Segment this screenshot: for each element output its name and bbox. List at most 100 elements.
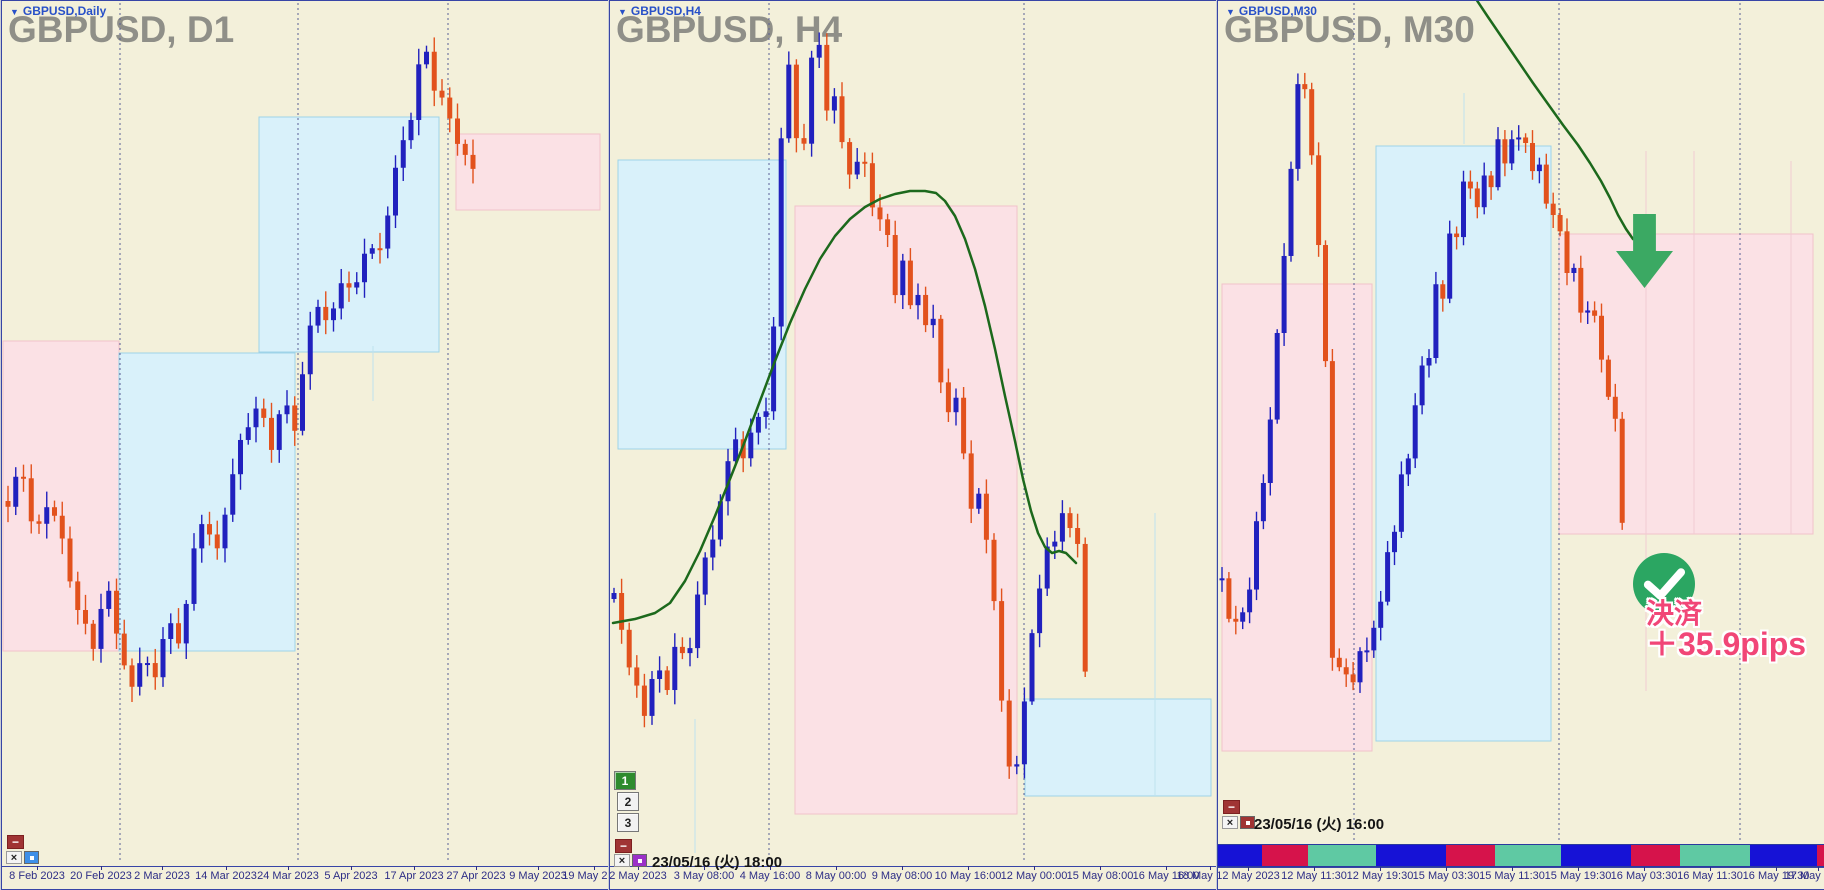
candle-body	[52, 507, 57, 516]
axis-tick	[1166, 866, 1167, 870]
chevron-down-icon[interactable]: ▼	[1226, 7, 1235, 17]
number-button-1[interactable]: 1	[614, 771, 636, 790]
indicator-color-box[interactable]	[632, 854, 647, 867]
candle-body	[695, 594, 701, 649]
moving-average-line	[611, 189, 1078, 625]
candle-body	[1021, 701, 1027, 765]
candle-body	[991, 539, 997, 602]
number-button-3[interactable]: 3	[617, 813, 639, 832]
success-check-svg	[1633, 553, 1695, 615]
indicator-color-box[interactable]	[24, 851, 39, 864]
close-button[interactable]: ×	[614, 854, 630, 867]
time-axis-label: 4 May 16:00	[739, 870, 801, 882]
minimize-button[interactable]: −	[1223, 800, 1240, 814]
candle-body	[470, 154, 476, 169]
supply-zone-rect	[2, 340, 120, 652]
candle-body	[75, 581, 81, 611]
candle-body	[1295, 84, 1301, 169]
candle-body	[1302, 84, 1308, 90]
axis-tick	[1446, 867, 1447, 871]
candle-body	[1447, 233, 1453, 299]
candle-body	[702, 557, 708, 595]
candle-body	[1605, 359, 1611, 397]
candle-body	[778, 138, 784, 327]
candle-body	[1474, 188, 1480, 208]
time-axis-line	[2, 866, 608, 867]
axis-tick	[1034, 866, 1035, 870]
supply-zone-rect	[1221, 283, 1373, 752]
candle-body	[214, 534, 220, 549]
demand-zone-rect	[617, 159, 787, 450]
candle-body	[121, 633, 127, 666]
candle-body	[847, 142, 853, 175]
minimize-button[interactable]: −	[615, 839, 632, 853]
candle-body	[687, 648, 693, 654]
candle-body	[1481, 175, 1487, 208]
close-button[interactable]: ×	[6, 851, 22, 864]
profit-label-line2: ＋35.9pips	[1646, 626, 1807, 663]
candle-body	[968, 453, 974, 509]
chart-window-h4[interactable]: GBPUSD, H4 ▼ GBPUSD,H4 2 May 2023 3 May 08:0…	[609, 0, 1217, 890]
time-axis-label: 16 May 11:30	[1677, 870, 1743, 882]
candle-body	[183, 603, 189, 644]
time-axis-line	[1218, 867, 1824, 868]
time-axis-line	[610, 866, 1216, 867]
candle-body	[1461, 181, 1466, 238]
candle-body	[230, 474, 236, 515]
candle-body	[892, 235, 898, 296]
close-button[interactable]: ×	[1222, 816, 1238, 829]
candle-body	[145, 663, 150, 666]
chevron-down-icon[interactable]: ▼	[618, 7, 627, 17]
indicator-color-box[interactable]	[1240, 816, 1255, 829]
candle-body	[114, 590, 119, 634]
candle-body	[1495, 139, 1501, 188]
chart-canvas-daily[interactable]	[2, 1, 608, 863]
candle-body	[1014, 764, 1020, 767]
candle-body	[1260, 483, 1266, 522]
candle-body	[1067, 513, 1073, 529]
session-strip-segment	[1262, 845, 1308, 866]
candle-body	[626, 629, 632, 668]
candle-body	[253, 408, 259, 428]
candle-body	[269, 417, 274, 450]
candle-body	[261, 408, 267, 418]
chevron-down-icon[interactable]: ▼	[10, 7, 19, 17]
axis-tick	[101, 866, 102, 870]
candle-body	[199, 524, 205, 549]
candle-body	[1329, 361, 1335, 658]
candle-body	[1523, 137, 1529, 143]
candle-body	[393, 167, 398, 216]
chart-window-daily[interactable]: GBPUSD, D1 ▼ GBPUSD,Daily 8 Feb 2023 20 Feb …	[1, 0, 609, 890]
candle-body	[1571, 267, 1577, 273]
demand-zone-rect	[118, 352, 296, 652]
candle-body	[1509, 139, 1515, 164]
axis-tick	[162, 866, 163, 870]
candle-body	[1392, 531, 1397, 553]
candle-body	[1467, 181, 1473, 189]
axis-tick	[288, 866, 289, 870]
candle-body	[1029, 633, 1035, 702]
session-strip-segment	[1376, 845, 1446, 866]
candle-body	[1454, 233, 1460, 238]
color-box-dot	[1245, 820, 1250, 825]
minimize-button[interactable]: −	[7, 835, 24, 849]
chart-canvas-m30[interactable]	[1218, 1, 1824, 843]
chart-canvas-h4[interactable]	[610, 1, 1216, 863]
candle-body	[67, 538, 73, 582]
chart-window-m30[interactable]: GBPUSD, M30 ▼ GBPUSD,M30 12 May 2023 12 May …	[1217, 0, 1824, 890]
number-button-2[interactable]: 2	[617, 792, 639, 811]
candle-body	[439, 90, 445, 98]
chart-title-label: GBPUSD,Daily	[22, 4, 107, 18]
candle-body	[1288, 168, 1294, 256]
candle-timestamp-label: 23/05/16 (火) 18:00	[652, 854, 783, 871]
candle-body	[1516, 137, 1522, 140]
candle-body	[28, 478, 34, 522]
candle-body	[649, 678, 655, 716]
axis-tick	[704, 866, 705, 870]
chart-title-label: GBPUSD,M30	[1238, 4, 1317, 18]
candle-body	[1309, 89, 1315, 156]
candle-body	[83, 610, 88, 624]
candle-body	[106, 590, 112, 609]
candle-body	[331, 308, 336, 321]
candle-body	[160, 638, 166, 678]
